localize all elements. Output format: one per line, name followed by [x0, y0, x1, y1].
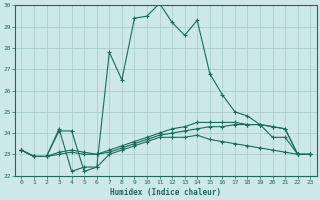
X-axis label: Humidex (Indice chaleur): Humidex (Indice chaleur) [110, 188, 221, 197]
